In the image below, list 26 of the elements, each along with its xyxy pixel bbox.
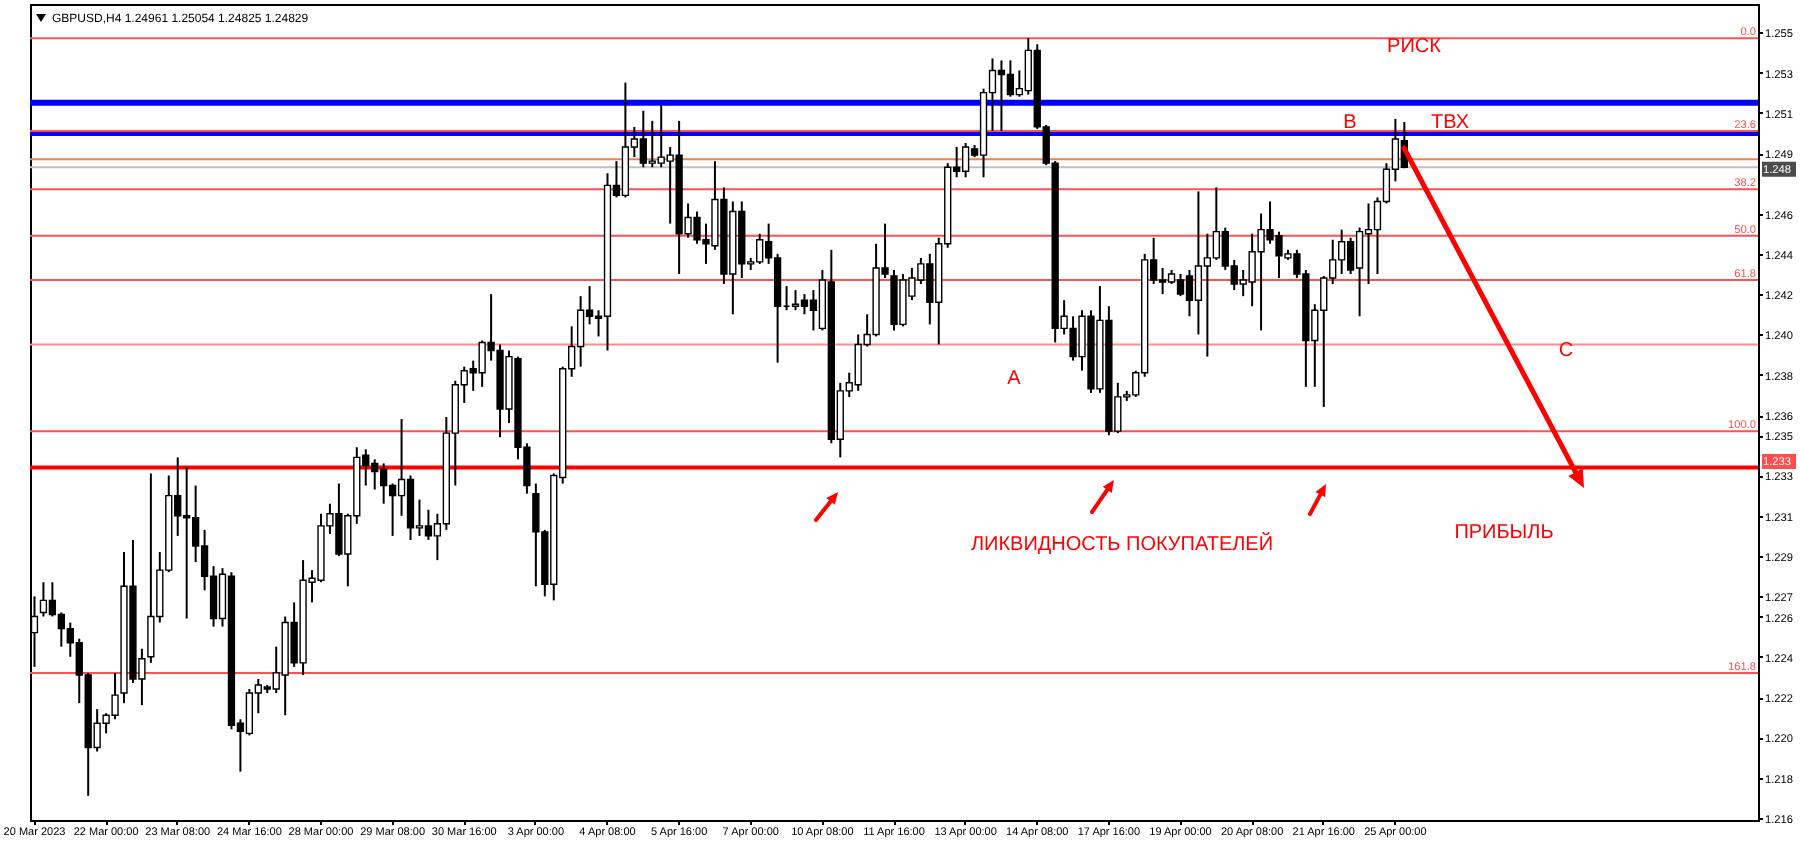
candlestick <box>791 289 800 312</box>
candlestick <box>1185 268 1194 318</box>
candlestick <box>961 142 970 179</box>
candlestick <box>532 482 540 588</box>
candlestick <box>1158 266 1167 296</box>
candlestick <box>1176 272 1185 298</box>
candlestick <box>1006 59 1015 98</box>
annotation: ПРИБЫЛЬ <box>1454 522 1555 544</box>
candlestick <box>147 472 155 664</box>
candlestick <box>245 688 254 737</box>
annotation: ТВХ <box>1430 112 1470 134</box>
candlestick <box>1346 236 1355 275</box>
candlestick <box>800 293 809 316</box>
candlestick <box>39 581 48 618</box>
candlestick <box>1203 232 1212 358</box>
candlestick <box>1364 202 1373 286</box>
annotation: РИСК <box>1387 36 1442 58</box>
candlestick <box>576 295 585 368</box>
annotation: C <box>1558 340 1574 362</box>
candlestick <box>1194 190 1203 336</box>
candlestick <box>424 508 433 541</box>
candlestick <box>997 59 1006 132</box>
annotation: ЛИКВИДНОСТЬ ПОКУПАТЕЛЕЙ <box>970 530 1274 556</box>
candlestick <box>1355 226 1364 318</box>
annotation: B <box>1343 112 1358 134</box>
annotation: A <box>1007 368 1022 390</box>
